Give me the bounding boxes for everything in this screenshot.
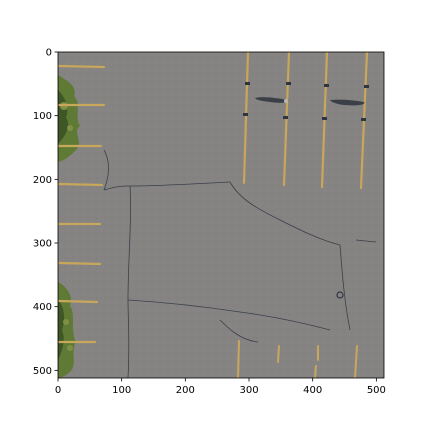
y-axis-ticks: 0 100 200 300 400 500 <box>33 48 58 377</box>
x-tick-label: 400 <box>303 385 322 396</box>
x-tick-label: 0 <box>55 385 61 396</box>
x-axis-ticks: 0 100 200 300 400 500 <box>55 378 386 396</box>
y-tick-label: 500 <box>33 366 52 377</box>
wheel-stops <box>243 82 369 121</box>
x-tick-label: 100 <box>112 385 131 396</box>
y-tick-label: 400 <box>33 302 52 313</box>
x-tick-label: 500 <box>367 385 386 396</box>
stains <box>255 97 365 106</box>
y-tick-label: 300 <box>33 239 52 250</box>
pavement-cracks <box>103 149 377 378</box>
drain-mark <box>336 291 344 299</box>
parking-lines-bottom <box>237 340 358 378</box>
axes-frame <box>57 51 385 379</box>
x-tick-label: 300 <box>239 385 258 396</box>
y-tick-label: 0 <box>46 48 52 59</box>
vegetation <box>58 75 80 378</box>
parking-lines-left <box>58 64 106 344</box>
x-tick-label: 200 <box>176 385 195 396</box>
y-tick-label: 100 <box>33 111 52 122</box>
aerial-photo <box>58 52 384 378</box>
y-tick-label: 200 <box>33 175 52 186</box>
